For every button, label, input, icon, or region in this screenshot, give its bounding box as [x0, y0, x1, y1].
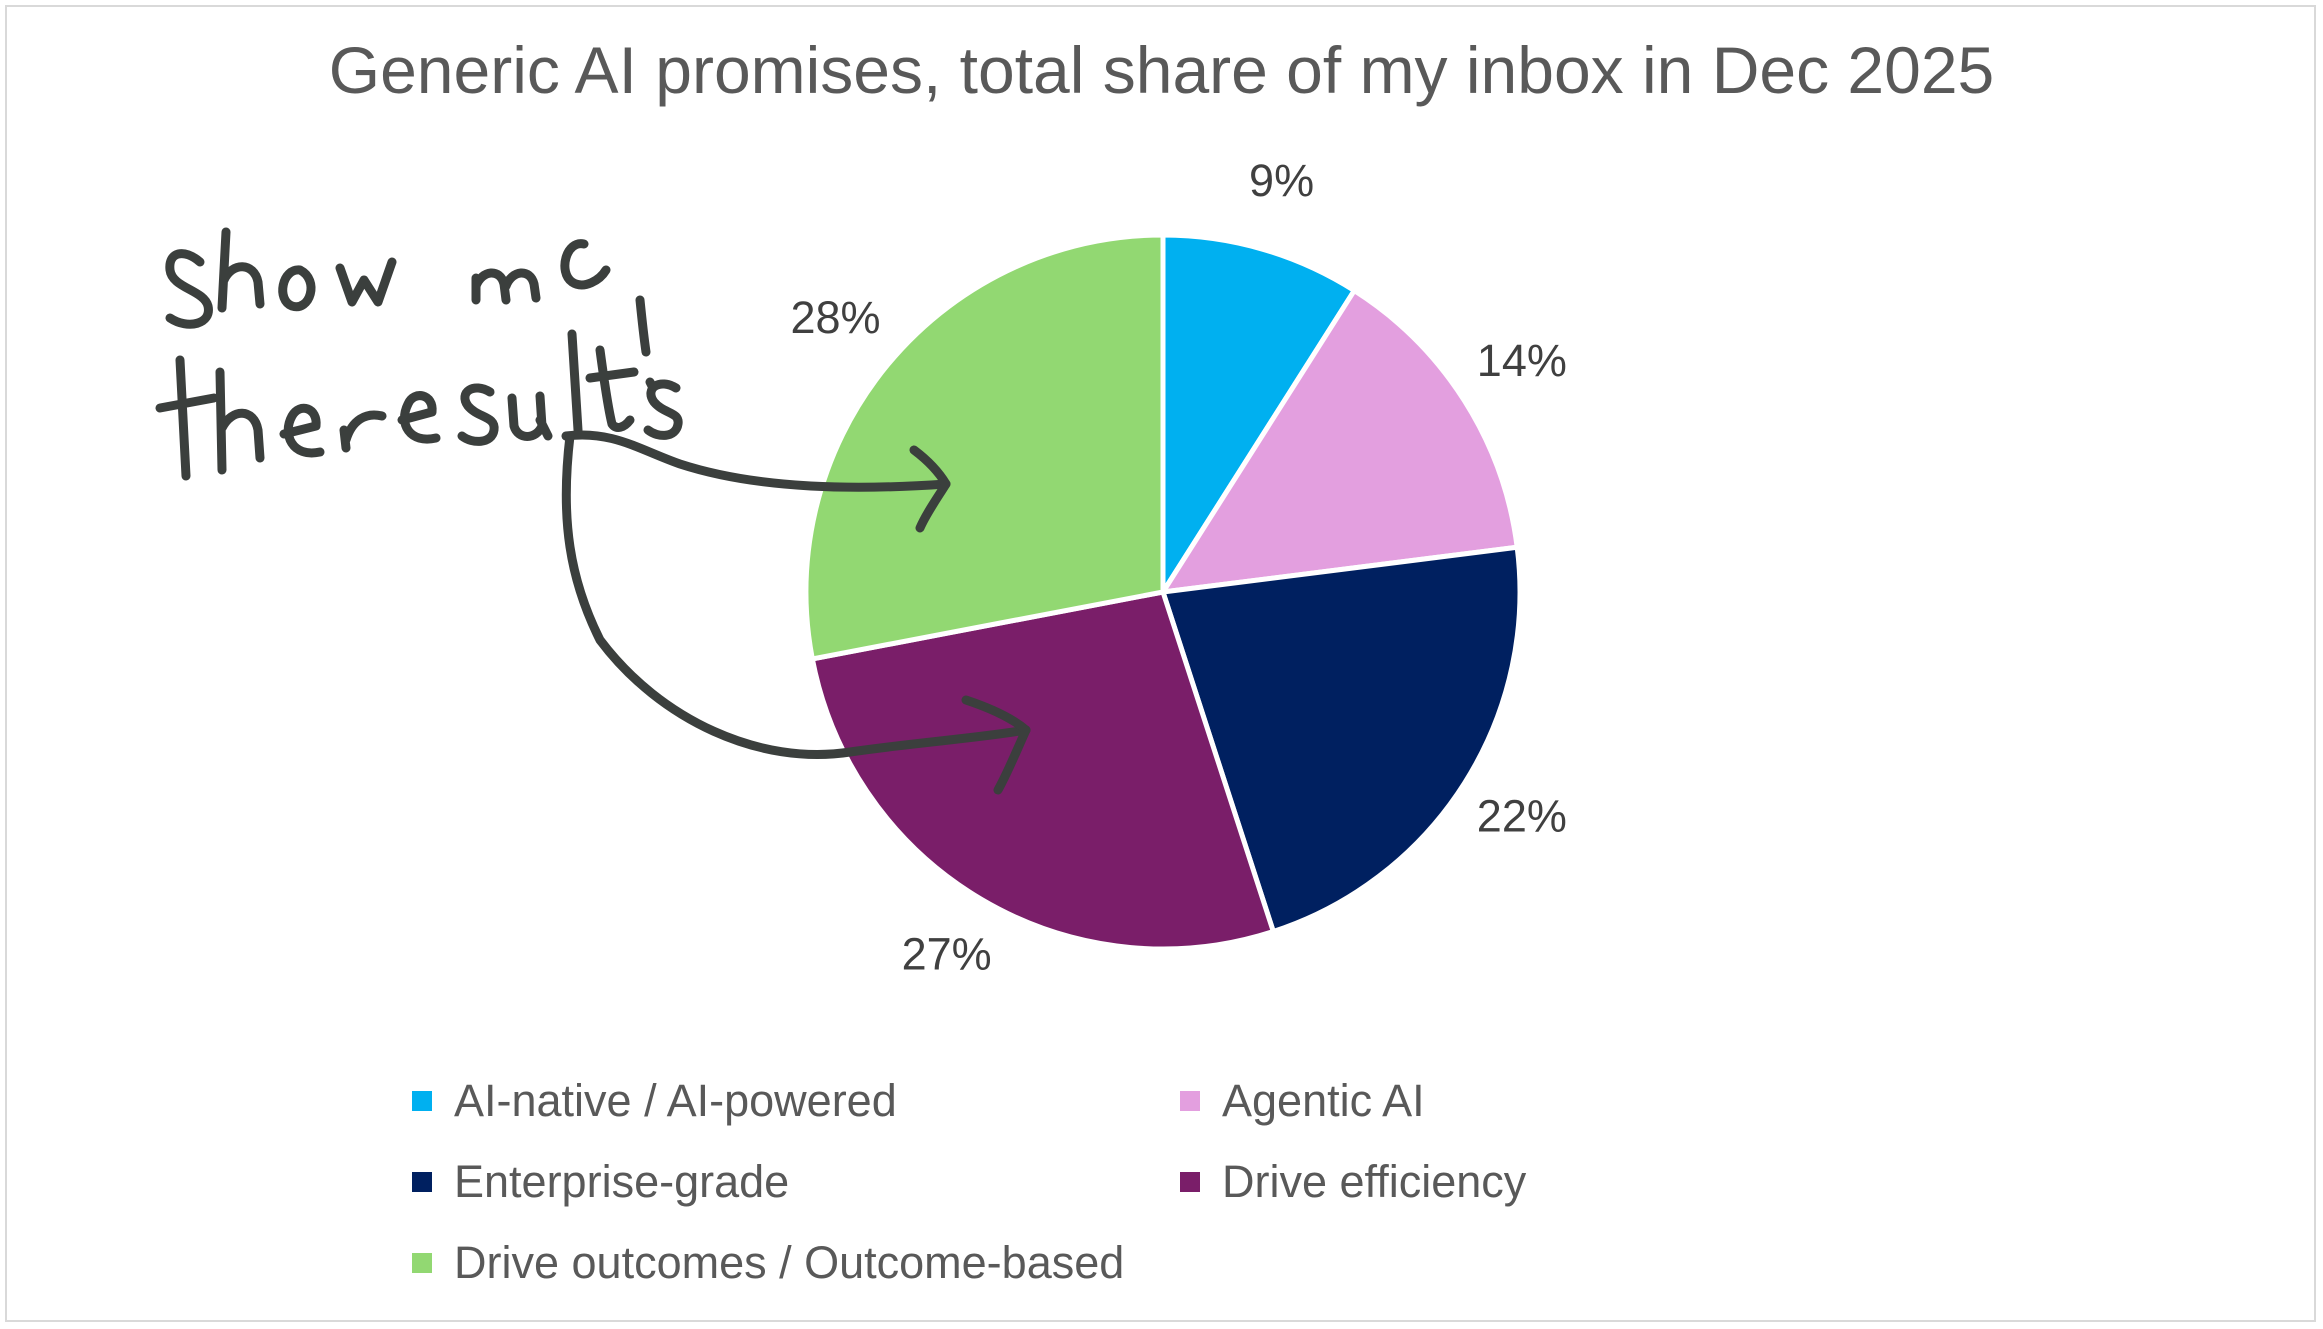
legend-label: Drive efficiency: [1222, 1156, 1527, 1207]
legend-item-drive-outcomes: Drive outcomes / Outcome-based: [412, 1240, 1124, 1285]
legend-label: AI-native / AI-powered: [454, 1075, 897, 1126]
pie-slice-agentic-ai: [1160, 288, 1520, 595]
legend-item-agentic-ai: Agentic AI: [1180, 1078, 1425, 1123]
data-label: 27%: [902, 929, 992, 980]
pie-slice-drive-efficiency: [809, 589, 1276, 952]
data-label: 28%: [790, 292, 880, 343]
arrow-to-purple-slice: [561, 431, 1031, 759]
legend-label: Agentic AI: [1222, 1075, 1425, 1126]
chart-title: Generic AI promises, total share of my i…: [328, 33, 1995, 107]
legend-swatch: [412, 1252, 432, 1273]
legend-swatch: [412, 1171, 432, 1192]
legend-item-drive-efficiency: Drive efficiency: [1180, 1159, 1526, 1204]
legend-swatch: [1180, 1171, 1200, 1192]
pie-slice-ai-native-ai-powered: [1160, 232, 1357, 595]
data-label: 14%: [1477, 335, 1567, 386]
legend-label: Drive outcomes / Outcome-based: [454, 1237, 1125, 1288]
legend-label: Enterprise-grade: [454, 1156, 790, 1207]
arrow-to-green-slice: [561, 430, 951, 492]
arrowhead-purple-slice: [961, 695, 1031, 795]
arrowhead-green-slice: [909, 445, 951, 533]
pie-data-labels: 9% 14% 22% 27% 28%: [790, 155, 1566, 980]
handwritten-annotation: [155, 227, 1031, 795]
pie-slice-enterprise-grade: [1160, 544, 1523, 935]
handwritten-text-the-results: [155, 295, 683, 481]
data-label: 22%: [1477, 791, 1567, 842]
legend-swatch: [1180, 1090, 1200, 1111]
handwritten-text-show-me: [165, 227, 611, 329]
legend-swatch: [412, 1090, 432, 1111]
pie-slices: [803, 232, 1523, 952]
legend-item-enterprise-grade: Enterprise-grade: [412, 1159, 789, 1204]
legend-item-ai-native: AI-native / AI-powered: [412, 1078, 897, 1123]
data-label: 9%: [1249, 155, 1314, 206]
pie-slice-drive-outcomes-outcome-based: [803, 232, 1166, 662]
